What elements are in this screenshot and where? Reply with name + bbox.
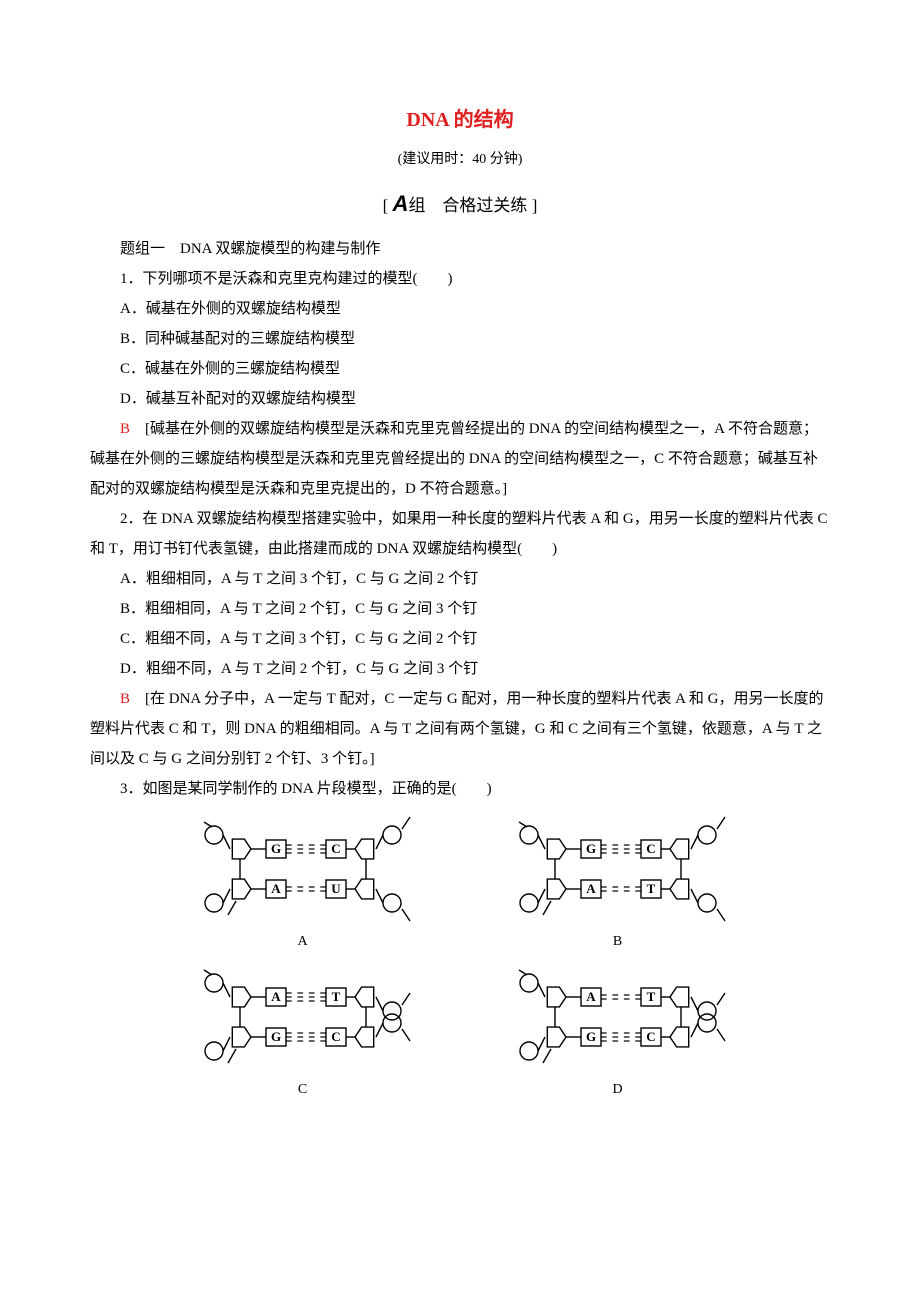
q2-stem: 2．在 DNA 双螺旋结构模型搭建实验中，如果用一种长度的塑料片代表 A 和 G… [90,504,830,564]
svg-text:A: A [271,989,281,1004]
q2-opt-c: C．粗细不同，A 与 T 之间 3 个钉，C 与 G 之间 2 个钉 [90,624,830,654]
q1-explain: B [碱基在外侧的双螺旋结构模型是沃森和克里克曾经提出的 DNA 的空间结构模型… [90,414,830,504]
q1-explain-text: [碱基在外侧的双螺旋结构模型是沃森和克里克曾经提出的 DNA 的空间结构模型之一… [90,421,818,497]
svg-text:T: T [331,989,340,1004]
dna-diagram-a: G C A U [188,814,418,924]
q1-opt-a: A．碱基在外侧的双螺旋结构模型 [90,294,830,324]
diagram-b: G C A T B [503,814,733,956]
section-text: 组 合格过关练 [408,196,527,215]
q2-opt-d: D．粗细不同，A 与 T 之间 2 个钉，C 与 G 之间 3 个钉 [90,654,830,684]
q1-stem: 1．下列哪项不是沃森和克里克构建过的模型( ) [90,264,830,294]
diagram-d: A T G C D [503,962,733,1104]
svg-text:G: G [585,841,595,856]
q3-stem: 3．如图是某同学制作的 DNA 片段模型，正确的是( ) [90,774,830,804]
diagram-grid: G C A U A G C A T B A T G C C A T G C D [170,814,750,1104]
diagram-b-label: B [503,928,733,956]
diagram-c-label: C [188,1076,418,1104]
q1-opt-d: D．碱基互补配对的双螺旋结构模型 [90,384,830,414]
q2-opt-a: A．粗细相同，A 与 T 之间 3 个钉，C 与 G 之间 2 个钉 [90,564,830,594]
svg-text:G: G [270,841,280,856]
svg-text:G: G [270,1029,280,1044]
section-header: [ A组 合格过关练 ] [90,182,830,226]
q1-opt-c: C．碱基在外侧的三螺旋结构模型 [90,354,830,384]
svg-text:T: T [646,989,655,1004]
dna-diagram-c: A T G C [188,962,418,1072]
svg-text:A: A [586,881,596,896]
q1-opt-b: B．同种碱基配对的三螺旋结构模型 [90,324,830,354]
svg-text:G: G [585,1029,595,1044]
q2-answer-letter: B [120,691,130,707]
svg-text:C: C [646,1029,655,1044]
bracket-left: [ [383,196,393,215]
svg-text:U: U [331,881,341,896]
dna-diagram-b: G C A T [503,814,733,924]
time-note: (建议用时：40 分钟) [90,146,830,174]
svg-text:A: A [271,881,281,896]
section-letter: A [393,191,409,216]
diagram-a: G C A U A [188,814,418,956]
dna-diagram-d: A T G C [503,962,733,1072]
group-1-label: 题组一 DNA 双螺旋模型的构建与制作 [90,234,830,264]
q2-explain: B [在 DNA 分子中，A 一定与 T 配对，C 一定与 G 配对，用一种长度… [90,684,830,774]
svg-text:T: T [646,881,655,896]
svg-text:C: C [331,841,340,856]
q2-explain-text: [在 DNA 分子中，A 一定与 T 配对，C 一定与 G 配对，用一种长度的塑… [90,691,824,767]
page-title: DNA 的结构 [90,100,830,140]
diagram-d-label: D [503,1076,733,1104]
svg-text:C: C [331,1029,340,1044]
diagram-a-label: A [188,928,418,956]
bracket-right: ] [527,196,537,215]
svg-text:A: A [586,989,596,1004]
diagram-c: A T G C C [188,962,418,1104]
svg-text:C: C [646,841,655,856]
q1-answer-letter: B [120,421,130,437]
q2-opt-b: B．粗细相同，A 与 T 之间 2 个钉，C 与 G 之间 3 个钉 [90,594,830,624]
